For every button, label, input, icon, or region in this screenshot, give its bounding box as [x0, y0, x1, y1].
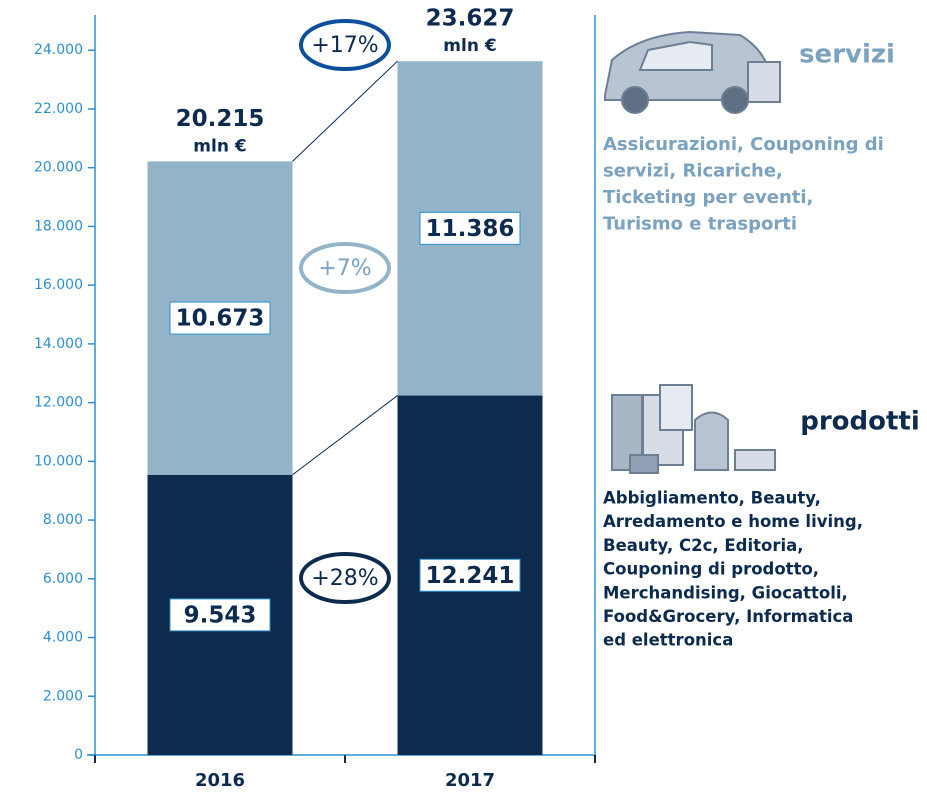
x-tick-label: 2016 — [195, 770, 245, 791]
total-unit: mln € — [443, 36, 496, 56]
y-tick-label: 2.000 — [43, 688, 83, 704]
total-label: 23.627 — [426, 6, 515, 32]
y-tick-label: 6.000 — [43, 571, 83, 587]
legend-text: Beauty, C2c, Editoria, — [603, 536, 804, 555]
products-icon — [612, 385, 775, 473]
connector — [293, 61, 398, 161]
legend-text: ed elettronica — [603, 631, 733, 650]
growth-label: +7% — [318, 256, 371, 281]
legend-text: Arredamento e home living, — [603, 512, 863, 531]
y-tick-label: 4.000 — [43, 630, 83, 646]
y-tick-label: 20.000 — [34, 160, 83, 176]
y-tick-label: 24.000 — [34, 42, 83, 58]
chart: +17% +7% +28% servizi prodotti 0 2.000 4.0… — [0, 0, 927, 792]
car-icon — [605, 32, 780, 113]
legend-text: Turismo e trasporti — [603, 214, 797, 235]
value-label: 10.673 — [176, 306, 265, 332]
legend-text: Couponing di prodotto, — [603, 560, 819, 579]
y-tick-label: 10.000 — [34, 453, 83, 469]
connector — [293, 396, 398, 475]
legend-text: Abbigliamento, Beauty, — [603, 489, 821, 508]
x-tick-label: 2017 — [445, 770, 495, 791]
value-label: 9.543 — [184, 602, 257, 628]
legend-title: prodotti — [800, 407, 920, 437]
y-tick-label: 14.000 — [34, 336, 83, 352]
y-tick-label: 0 — [74, 747, 83, 763]
legend-text: Merchandising, Giocattoli, — [603, 583, 848, 602]
y-tick-label: 16.000 — [34, 277, 83, 293]
growth-label: +17% — [311, 33, 378, 58]
y-tick-label: 18.000 — [34, 218, 83, 234]
y-tick-label: 22.000 — [34, 101, 83, 117]
legend-title: servizi — [799, 40, 895, 70]
legend-text: Food&Grocery, Informatica — [603, 607, 853, 626]
total-label: 20.215 — [176, 106, 265, 132]
legend-text: Ticketing per eventi, — [603, 187, 813, 208]
value-label: 12.241 — [426, 563, 515, 589]
total-unit: mln € — [193, 136, 246, 156]
y-tick-label: 8.000 — [43, 512, 83, 528]
legend-text: Assicurazioni, Couponing di — [603, 134, 884, 155]
legend-text: servizi, Ricariche, — [603, 161, 783, 182]
growth-label: +28% — [311, 566, 378, 591]
value-label: 11.386 — [426, 216, 515, 242]
y-tick-label: 12.000 — [34, 395, 83, 411]
